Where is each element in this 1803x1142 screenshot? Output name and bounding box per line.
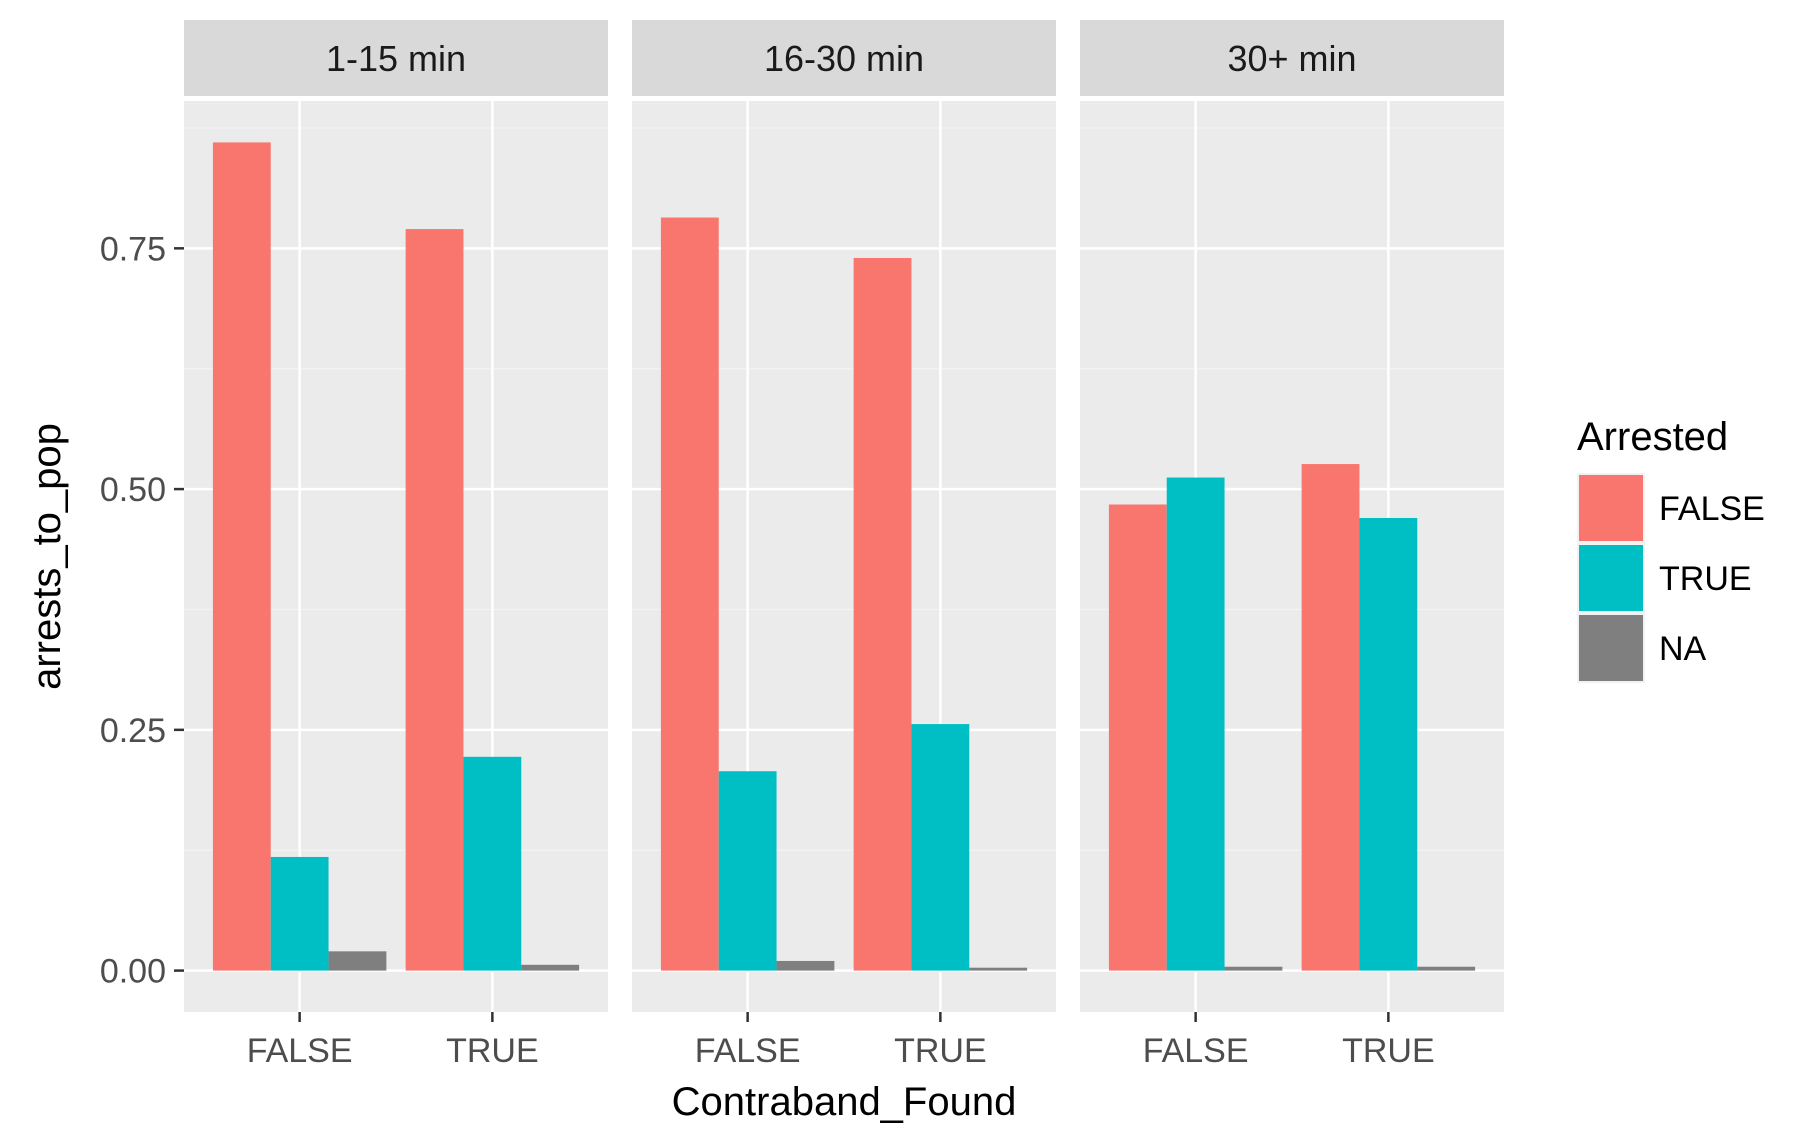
bar-na [521, 964, 580, 971]
y-tick-label: 0.50 [100, 471, 166, 509]
x-tick-label: FALSE [247, 1032, 353, 1070]
y-axis-title: arrests_to_pop [25, 423, 69, 690]
bar-false [660, 217, 719, 971]
bar-false [1108, 504, 1167, 971]
bar-false [853, 257, 912, 971]
bar-true [1359, 517, 1418, 971]
x-tick-label: FALSE [695, 1032, 801, 1070]
facet-strip [1080, 20, 1504, 96]
x-tick-label: TRUE [446, 1032, 539, 1070]
bar-false [1301, 464, 1360, 971]
bar-na [1224, 966, 1283, 971]
legend-label: NA [1659, 630, 1707, 668]
bar-na [328, 951, 387, 971]
bar-false [405, 229, 464, 971]
legend-title: Arrested [1577, 415, 1728, 459]
x-tick-label: TRUE [894, 1032, 987, 1070]
bar-na [969, 967, 1028, 971]
bar-true [1166, 477, 1225, 971]
bar-na [1417, 966, 1476, 971]
y-tick-label: 0.75 [100, 230, 166, 268]
legend-label: FALSE [1659, 490, 1765, 528]
bar-true [911, 724, 970, 971]
legend-key-true [1579, 545, 1643, 611]
legend-label: TRUE [1659, 560, 1752, 598]
y-tick-label: 0.00 [100, 953, 166, 991]
bar-na [776, 960, 835, 971]
facet-strip-label: 1-15 min [326, 38, 466, 79]
bar-true [270, 856, 329, 971]
facet-strip-label: 30+ min [1227, 38, 1356, 79]
x-axis-title: Contraband_Found [672, 1080, 1017, 1124]
x-tick-label: FALSE [1143, 1032, 1249, 1070]
legend-key-false [1579, 475, 1643, 541]
facet-strip [632, 20, 1056, 96]
y-tick-label: 0.25 [100, 712, 166, 750]
bar-layer: 0.00 0.25 0.50 0.75 FALSE TRUE NA [100, 142, 1765, 991]
x-tick-label: TRUE [1342, 1032, 1435, 1070]
bar-true [718, 771, 777, 971]
facet-strip-label: 16-30 min [764, 38, 924, 79]
legend-key-na [1579, 615, 1643, 681]
bar-false [212, 142, 271, 971]
bar-true [463, 756, 522, 971]
facet-strip [184, 20, 608, 96]
